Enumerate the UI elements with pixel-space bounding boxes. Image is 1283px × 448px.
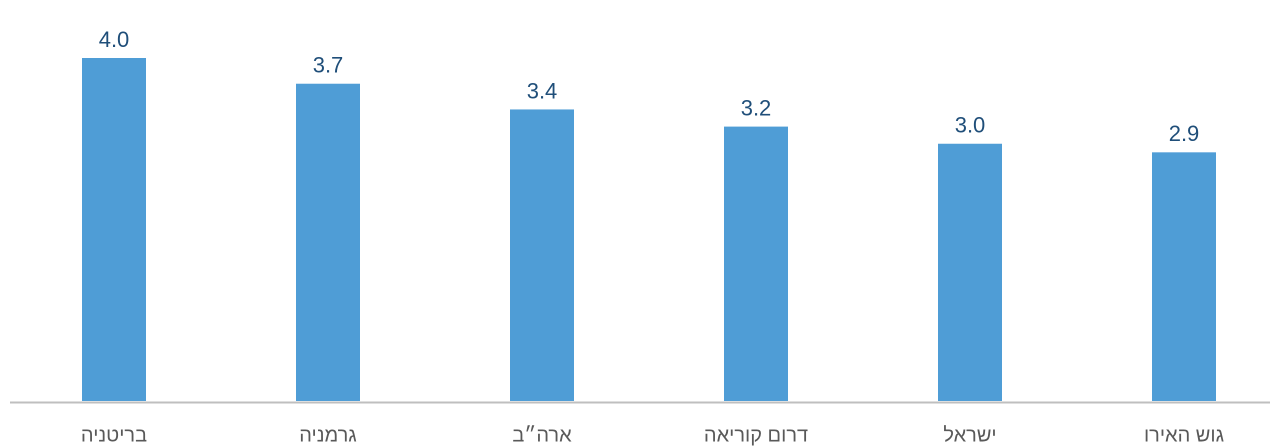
value-label: 2.9 (1169, 121, 1200, 146)
bar (724, 126, 788, 401)
x-tick-label: בריטניה (81, 424, 147, 446)
x-tick-label: גוש האירו (1144, 424, 1224, 446)
x-tick-label: גרמניה (299, 424, 357, 446)
value-label: 3.4 (527, 78, 558, 103)
value-label: 3.0 (955, 113, 986, 138)
value-label: 3.2 (741, 95, 772, 120)
bar (82, 58, 146, 401)
bar (1152, 152, 1216, 401)
x-tick-label: ארה״ב (512, 424, 572, 446)
bar (938, 143, 1002, 401)
x-tick-label: דרום קוריאה (704, 424, 808, 446)
value-label: 4.0 (99, 27, 130, 52)
bar (510, 109, 574, 401)
value-label: 3.7 (313, 53, 344, 78)
bar (296, 83, 360, 401)
x-tick-label: ישראל (943, 424, 996, 446)
